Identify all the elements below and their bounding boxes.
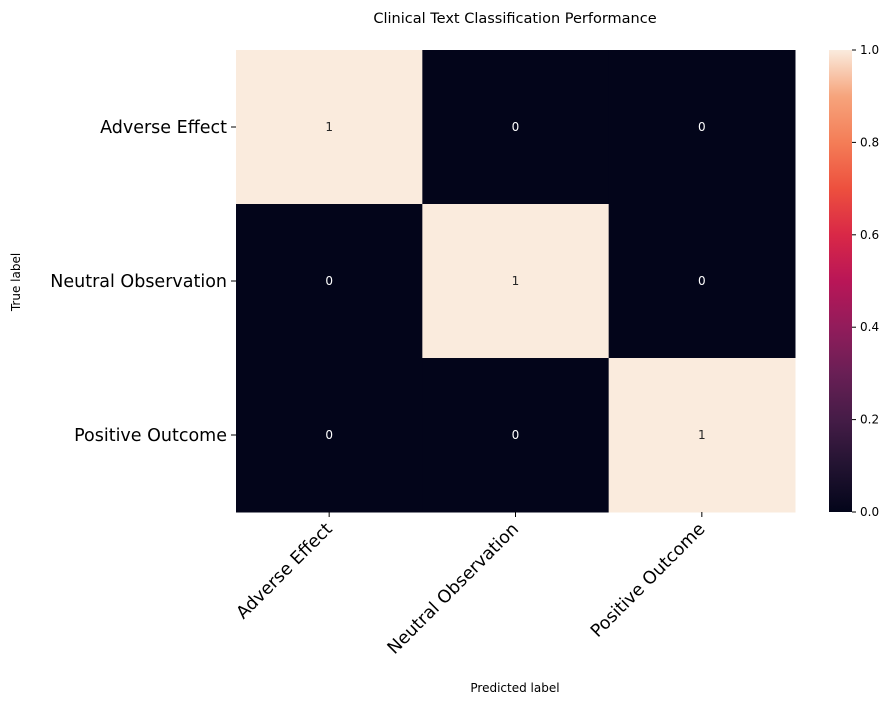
x-tick-label-1: Neutral Observation	[384, 519, 523, 658]
x-tick-label-0: Adverse Effect	[233, 519, 337, 623]
heatmap-cells	[236, 50, 796, 513]
cell-annotation-r1-c2: 0	[698, 274, 706, 288]
heatmap-cell-r0-c0	[236, 50, 423, 205]
colorbar: 0.0 0.2 0.4 0.6 0.8 1.0	[829, 43, 879, 519]
cell-annotation-r1-c1: 1	[512, 274, 520, 288]
cell-annotation-r0-c2: 0	[698, 120, 706, 134]
heatmap-cell-r0-c2	[608, 50, 796, 205]
colorbar-tick-label-3: 0.6	[860, 228, 879, 242]
heatmap-cell-r0-c1	[422, 50, 610, 205]
x-tick-label-2: Positive Outcome	[587, 519, 709, 641]
colorbar-tick-label-5: 1.0	[860, 43, 879, 57]
heatmap-cell-r1-c2	[608, 204, 796, 359]
cell-annotation-r2-c2: 1	[698, 428, 706, 442]
cell-annotation-r2-c0: 0	[325, 428, 333, 442]
x-axis-ticks: Adverse Effect Neutral Observation Positiv…	[233, 512, 709, 658]
x-axis-label: Predicted label	[470, 681, 559, 695]
colorbar-tick-label-0: 0.0	[860, 505, 879, 519]
cell-annotation-r2-c1: 0	[512, 428, 520, 442]
heatmap-cell-r1-c1	[422, 204, 610, 359]
colorbar-tick-label-2: 0.4	[860, 320, 879, 334]
colorbar-ticks: 0.0 0.2 0.4 0.6 0.8 1.0	[852, 43, 879, 519]
cell-annotations: 1 0 0 0 1 0 0 0 1	[325, 120, 705, 442]
y-axis-ticks: Adverse Effect Neutral Observation Positiv…	[50, 118, 236, 446]
heatmap-cell-r1-c0	[236, 204, 423, 359]
colorbar-tick-label-1: 0.2	[860, 413, 879, 427]
heatmap-cell-r2-c0	[236, 358, 423, 513]
chart-title: Clinical Text Classification Performance	[373, 11, 656, 27]
cell-annotation-r0-c0: 1	[325, 120, 333, 134]
cell-annotation-r0-c1: 0	[512, 120, 520, 134]
y-tick-label-1: Neutral Observation	[50, 272, 227, 292]
y-axis-label: True label	[9, 253, 23, 312]
heatmap-cell-r2-c2	[608, 358, 796, 513]
y-tick-label-2: Positive Outcome	[74, 426, 227, 446]
y-tick-label-0: Adverse Effect	[100, 118, 227, 138]
heatmap-cell-r2-c1	[422, 358, 610, 513]
colorbar-tick-label-4: 0.8	[860, 135, 879, 149]
colorbar-gradient	[829, 50, 852, 512]
cell-annotation-r1-c0: 0	[325, 274, 333, 288]
